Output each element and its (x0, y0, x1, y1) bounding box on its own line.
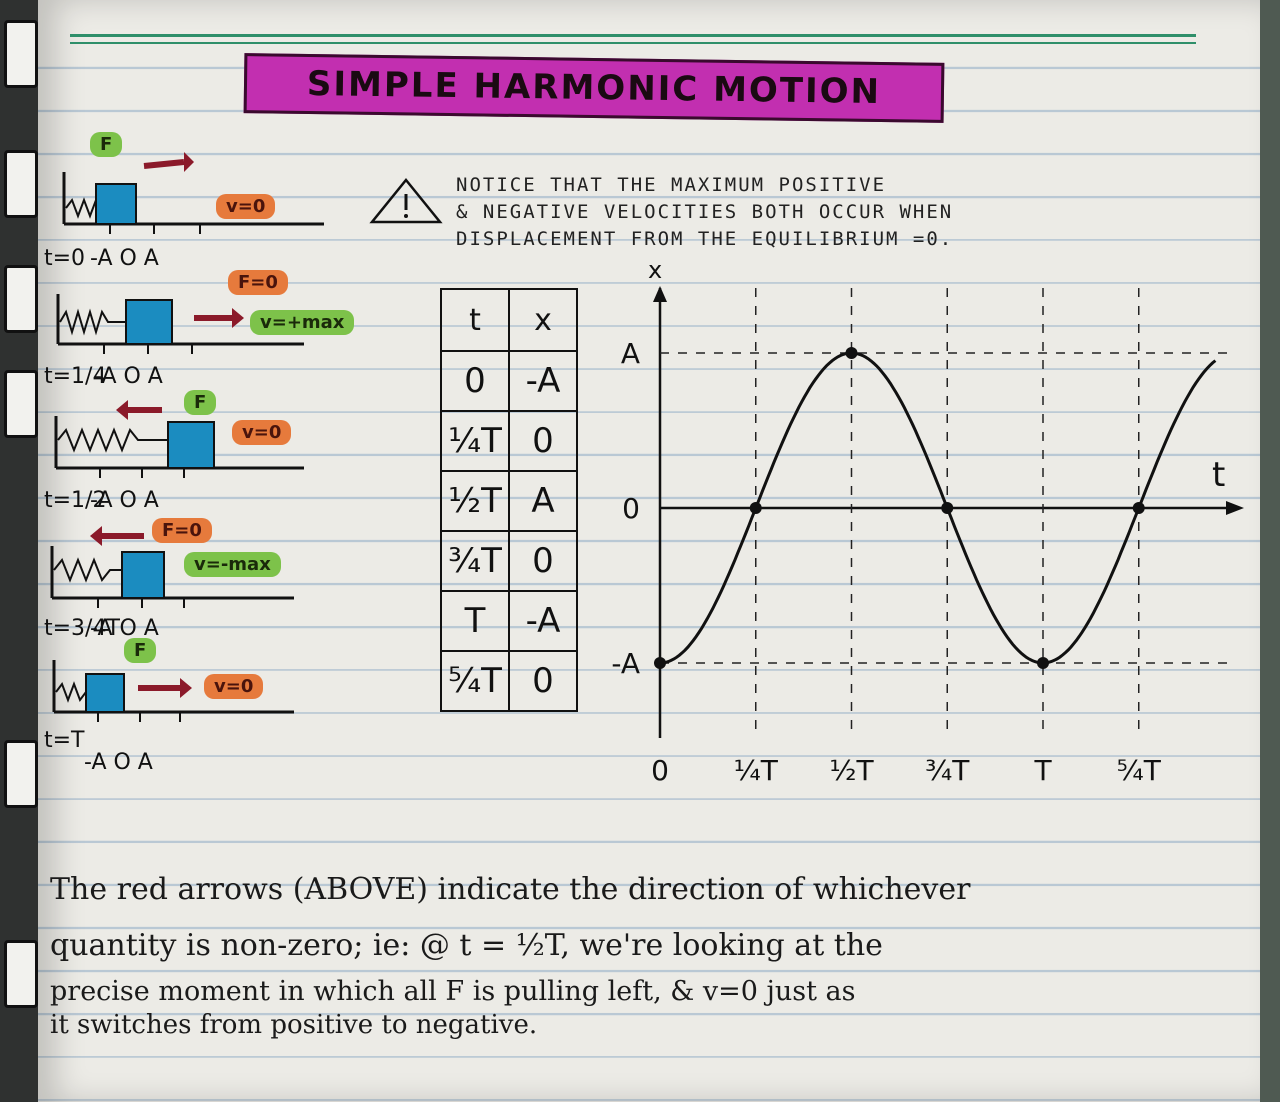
t-x-table: t x 0 -A ¼T 0 ½T A ¾T 0 T -A ⁵⁄₄T 0 (440, 288, 578, 712)
top-rule-secondary (70, 42, 1196, 44)
notice-line: & NEGATIVE VELOCITIES BOTH OCCUR WHEN (456, 201, 954, 223)
table-cell-t: ¾T (440, 530, 510, 592)
spring-system: F v=0 t=0 -A O A (44, 128, 384, 271)
table-row: 0 -A (440, 350, 578, 412)
caption-line: quantity is non-zero; ie: @ t = ½T, we'r… (50, 928, 883, 963)
table-row: T -A (440, 590, 578, 652)
data-point (1132, 502, 1145, 514)
y-axis-arrow (653, 286, 667, 302)
table-cell-t: ½T (440, 470, 510, 532)
velocity-badge: v=+max (250, 310, 355, 335)
spring-mass-drawing (62, 152, 324, 234)
top-rule (70, 34, 1196, 37)
spring-system: F v=0 t=1/2 -A O A (44, 388, 384, 513)
notebook-page (38, 0, 1260, 1102)
data-point (749, 502, 762, 514)
binding-ring (4, 370, 38, 438)
caption-line: The red arrows (ABOVE) indicate the dire… (50, 872, 971, 907)
x-tick-label: ¼T (734, 754, 779, 787)
data-point (1037, 657, 1049, 669)
spring-mass-drawing (56, 294, 304, 354)
table-cell-t: ¼T (440, 410, 510, 472)
notebook-binding (0, 0, 38, 1102)
table-cell-t: ⁵⁄₄T (440, 650, 510, 712)
x-axis-arrow (1226, 501, 1244, 515)
spring-system: F v=0 t=T -A O A (44, 632, 384, 775)
table-cell-x: -A (508, 590, 578, 652)
x-tick-label: T (1033, 754, 1052, 787)
table-cell-x: 0 (508, 530, 578, 592)
table-cell-t: 0 (440, 350, 510, 412)
time-label: t=1/2 (44, 488, 107, 513)
time-label: t=1/4 (44, 364, 107, 389)
data-point (654, 657, 666, 669)
table-header-x: x (508, 288, 578, 352)
page-title: SIMPLE HARMONIC MOTION (306, 63, 882, 113)
displacement-graph: A 0 -A 0 ¼T ½T ¾T T ⁵⁄₄T t x (611, 258, 1244, 787)
x-tick-label: ¾T (925, 754, 970, 787)
table-row: ⁵⁄₄T 0 (440, 650, 578, 712)
series-line (659, 351, 1217, 665)
y-tick-label: -A (611, 647, 640, 680)
velocity-badge: v=0 (204, 674, 264, 699)
axis-label: -A O A (94, 364, 163, 389)
y-tick-label: A (621, 337, 640, 370)
caption-line: it switches from positive to negative. (50, 1010, 538, 1040)
caption-block: The red arrows (ABOVE) indicate the dire… (50, 862, 1230, 1040)
velocity-badge: v=-max (184, 552, 281, 577)
binding-ring (4, 940, 38, 1008)
binding-ring (4, 20, 38, 88)
spring-mass-drawing (54, 400, 304, 478)
table-row: ¼T 0 (440, 410, 578, 472)
velocity-badge: v=0 (232, 420, 292, 445)
binding-ring (4, 740, 38, 808)
axis-label: -A O A (90, 488, 159, 513)
force-badge: F (90, 132, 123, 157)
time-label: t=T (44, 728, 85, 753)
table-cell-x: -A (508, 350, 578, 412)
table-cell-x: A (508, 470, 578, 532)
table-header-row: t x (440, 288, 578, 352)
binding-ring (4, 265, 38, 333)
axis-label: -A O A (84, 750, 153, 775)
time-label: t=0 (44, 246, 86, 271)
y-tick-label: 0 (622, 492, 640, 525)
x-axis-label: t (1212, 455, 1225, 495)
spring-system: F=0 v=-max t=3/4T -A O A (44, 506, 384, 641)
table-header-t: t (440, 288, 510, 352)
title-banner: SIMPLE HARMONIC MOTION (243, 53, 945, 123)
notice-line: NOTICE THAT THE MAXIMUM POSITIVE (456, 174, 887, 196)
data-point (845, 347, 858, 359)
notice-text: NOTICE THAT THE MAXIMUM POSITIVE & NEGAT… (456, 172, 1236, 253)
x-tick-label: 0 (651, 754, 669, 787)
caption-line: precise moment in which all F is pulling… (50, 976, 856, 1007)
force-badge: F=0 (152, 518, 212, 543)
table-row: ¾T 0 (440, 530, 578, 592)
spring-system: F=0 v=+max t=1/4 -A O A (44, 268, 384, 389)
spring-mass-drawing (50, 526, 294, 608)
data-point (941, 502, 954, 514)
axis-label: -A O A (90, 616, 159, 641)
x-tick-label: ½T (829, 754, 874, 787)
table-cell-x: 0 (508, 410, 578, 472)
notice-line: DISPLACEMENT FROM THE EQUILIBRIUM =0. (456, 228, 954, 250)
table-cell-x: 0 (508, 650, 578, 712)
time-label: t=3/4T (44, 616, 120, 641)
force-badge: F (184, 390, 217, 415)
velocity-badge: v=0 (216, 194, 276, 219)
spring-mass-drawing (52, 660, 294, 722)
x-tick-label: ⁵⁄₄T (1117, 754, 1162, 787)
warning-icon (369, 178, 443, 224)
table-cell-t: T (440, 590, 510, 652)
axis-label: -A O A (90, 246, 159, 271)
force-badge: F=0 (228, 270, 288, 295)
y-axis-label: x (648, 258, 662, 284)
force-badge: F (124, 638, 157, 663)
binding-ring (4, 150, 38, 218)
table-row: ½T A (440, 470, 578, 532)
